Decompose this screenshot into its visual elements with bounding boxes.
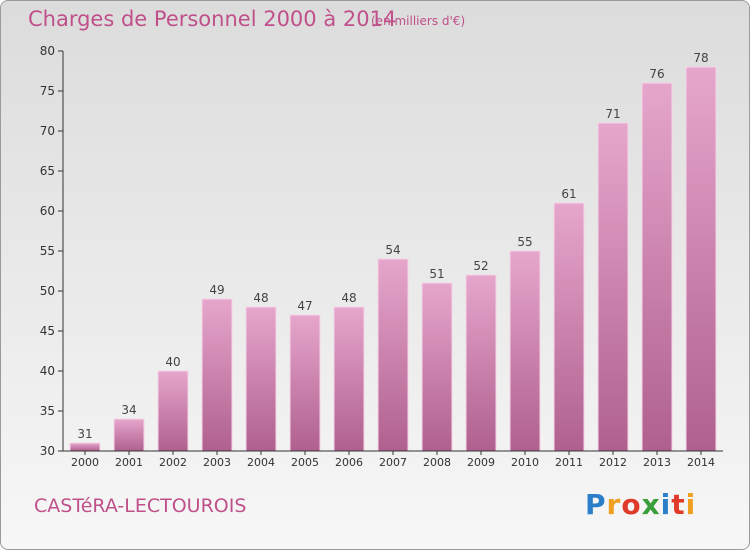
y-tick-label-65: 65 [40, 164, 55, 178]
x-tick-label-2008: 2008 [423, 456, 451, 469]
logo-letter: i [685, 488, 697, 521]
town-name: CASTéRA-LECTOUROIS [34, 495, 247, 517]
x-tick-label-2005: 2005 [291, 456, 319, 469]
bar-2011 [553, 202, 585, 452]
chart-title: Charges de Personnel 2000 à 2014 [28, 7, 397, 31]
x-tick-label-2012: 2012 [599, 456, 627, 469]
y-tick-label-45: 45 [40, 324, 55, 338]
chart-subtitle: (en milliers d'€) [371, 14, 466, 28]
data-label-2012: 71 [605, 107, 620, 121]
data-label-2010: 55 [517, 235, 532, 249]
bar-2014 [685, 66, 717, 452]
data-label-2003: 49 [209, 283, 224, 297]
data-label-2013: 76 [649, 67, 664, 81]
x-tick-label-2009: 2009 [467, 456, 495, 469]
bar-2007 [377, 258, 409, 452]
proxiti-logo[interactable]: Proxiti [585, 488, 696, 521]
data-label-2000: 31 [77, 427, 92, 441]
logo-letter: o [621, 488, 642, 521]
bar-2001 [113, 418, 145, 452]
y-tick-label-60: 60 [40, 204, 55, 218]
data-label-2008: 51 [429, 267, 444, 281]
y-tick-label-80: 80 [40, 44, 55, 58]
logo-letter: r [606, 488, 622, 521]
data-label-2014: 78 [693, 51, 708, 65]
data-label-2007: 54 [385, 243, 400, 257]
bar-2012 [597, 122, 629, 452]
data-label-2006: 48 [341, 291, 356, 305]
x-tick-label-2003: 2003 [203, 456, 231, 469]
y-tick-label-40: 40 [40, 364, 55, 378]
bar-2009 [465, 274, 497, 452]
bar-2003 [201, 298, 233, 452]
bar-2008 [421, 282, 453, 452]
y-tick-label-55: 55 [40, 244, 55, 258]
y-tick-label-70: 70 [40, 124, 55, 138]
x-tick-label-2007: 2007 [379, 456, 407, 469]
logo-letter: t [671, 488, 686, 521]
data-label-2011: 61 [561, 187, 576, 201]
bar-2005 [289, 314, 321, 452]
x-tick-label-2002: 2002 [159, 456, 187, 469]
bar-2004 [245, 306, 277, 452]
bar-2006 [333, 306, 365, 452]
logo-letter: x [641, 488, 661, 521]
y-tick-label-30: 30 [40, 444, 55, 458]
data-label-2005: 47 [297, 299, 312, 313]
data-label-2009: 52 [473, 259, 488, 273]
y-tick-label-35: 35 [40, 404, 55, 418]
bar-2013 [641, 82, 673, 452]
x-tick-label-2011: 2011 [555, 456, 583, 469]
bar-2002 [157, 370, 189, 452]
data-label-2002: 40 [165, 355, 180, 369]
x-tick-label-2010: 2010 [511, 456, 539, 469]
data-label-2001: 34 [121, 403, 136, 417]
data-label-2004: 48 [253, 291, 268, 305]
x-tick-label-2000: 2000 [71, 456, 99, 469]
x-tick-label-2013: 2013 [643, 456, 671, 469]
y-tick-label-75: 75 [40, 84, 55, 98]
logo-letter: i [660, 488, 672, 521]
x-tick-label-2014: 2014 [687, 456, 715, 469]
x-tick-label-2004: 2004 [247, 456, 275, 469]
x-tick-label-2001: 2001 [115, 456, 143, 469]
x-tick-label-2006: 2006 [335, 456, 363, 469]
logo-letter: P [585, 488, 607, 521]
y-tick-label-50: 50 [40, 284, 55, 298]
bar-2010 [509, 250, 541, 452]
bar-2000 [69, 442, 101, 452]
